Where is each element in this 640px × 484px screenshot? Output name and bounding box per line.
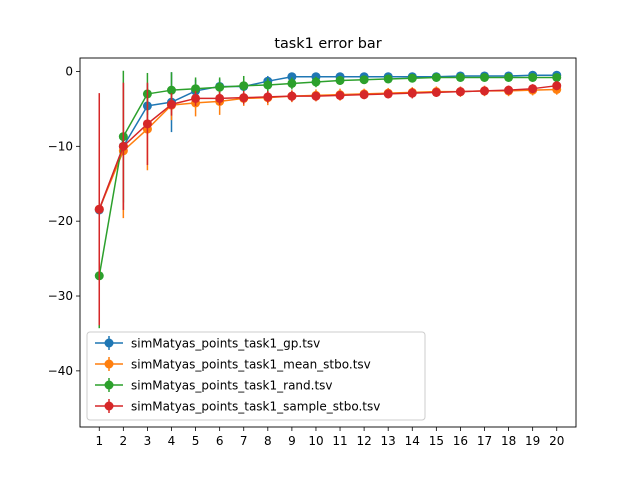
- data-point: [287, 78, 297, 88]
- x-tick-label: 17: [477, 434, 492, 448]
- legend-box: [86, 331, 426, 421]
- data-point: [287, 72, 297, 82]
- series-3: [94, 70, 562, 329]
- legend: simMatyas_points_task1_gp.tsv simMatyas_p…: [86, 331, 426, 421]
- data-point: [263, 92, 273, 102]
- x-tick-label: 1: [95, 434, 103, 448]
- data-point: [166, 99, 176, 109]
- data-point: [311, 91, 321, 101]
- data-point: [287, 91, 297, 101]
- data-point: [431, 87, 441, 97]
- data-point: [191, 93, 201, 103]
- legend-label: simMatyas_points_task1_sample_stbo.tsv: [131, 400, 380, 414]
- x-tick-label: 20: [549, 434, 564, 448]
- x-tick-label: 7: [240, 434, 248, 448]
- data-point: [383, 89, 393, 99]
- data-point: [263, 80, 273, 90]
- x-tick-label: 6: [216, 434, 224, 448]
- y-tick-label: −40: [48, 364, 73, 378]
- x-tick-label: 3: [144, 434, 152, 448]
- data-point: [239, 81, 249, 91]
- x-tick-label: 14: [405, 434, 420, 448]
- data-point: [359, 90, 369, 100]
- data-point: [383, 74, 393, 84]
- x-tick-label: 18: [501, 434, 516, 448]
- plot-area: 1 2 3 4 5 6 7 8 9 10 11 12 13 14 15 16 17 18 19 200−10−20−3…: [48, 64, 565, 448]
- data-point: [455, 87, 465, 97]
- legend-marker: [104, 380, 114, 390]
- axes-frame: [79, 57, 577, 428]
- data-point: [480, 72, 490, 82]
- data-point: [528, 84, 538, 94]
- legend-marker: [104, 401, 114, 411]
- data-point: [94, 204, 104, 214]
- x-tick-label: 2: [120, 434, 128, 448]
- data-point: [335, 75, 345, 85]
- x-tick-label: 8: [264, 434, 272, 448]
- data-point: [431, 72, 441, 82]
- legend-label: simMatyas_points_task1_mean_stbo.tsv: [131, 358, 371, 372]
- data-point: [166, 85, 176, 95]
- series-4: [94, 81, 562, 326]
- x-tick-label: 4: [168, 434, 176, 448]
- data-point: [455, 72, 465, 82]
- x-tick-label: 13: [381, 434, 396, 448]
- chart-title: task1 error bar: [274, 36, 381, 52]
- data-point: [335, 90, 345, 100]
- data-point: [480, 86, 490, 96]
- data-point: [191, 84, 201, 94]
- x-tick-label: 19: [525, 434, 540, 448]
- legend-marker: [104, 359, 114, 369]
- y-tick-label: −20: [48, 214, 73, 228]
- y-tick-label: 0: [65, 64, 73, 78]
- data-point: [118, 141, 128, 151]
- data-point: [407, 73, 417, 83]
- legend-label: simMatyas_points_task1_rand.tsv: [131, 379, 333, 393]
- x-tick-label: 5: [192, 434, 200, 448]
- data-point: [215, 93, 225, 103]
- data-point: [504, 72, 514, 82]
- y-tick-label: −30: [48, 289, 73, 303]
- x-tick-label: 11: [332, 434, 347, 448]
- data-point: [552, 72, 562, 82]
- y-tick-label: −10: [48, 139, 73, 153]
- legend-label: simMatyas_points_task1_gp.tsv: [131, 337, 320, 351]
- data-point: [142, 119, 152, 129]
- x-tick-label: 12: [356, 434, 371, 448]
- data-point: [311, 77, 321, 87]
- x-tick-label: 15: [429, 434, 444, 448]
- x-tick-label: 10: [308, 434, 323, 448]
- data-point: [528, 72, 538, 82]
- data-point: [504, 85, 514, 95]
- x-tick-label: 16: [453, 434, 468, 448]
- data-point: [552, 81, 562, 91]
- x-tick-label: 9: [288, 434, 296, 448]
- data-point: [407, 88, 417, 98]
- data-point: [215, 82, 225, 92]
- legend-marker: [104, 338, 114, 348]
- data-point: [359, 75, 369, 85]
- data-point: [239, 93, 249, 103]
